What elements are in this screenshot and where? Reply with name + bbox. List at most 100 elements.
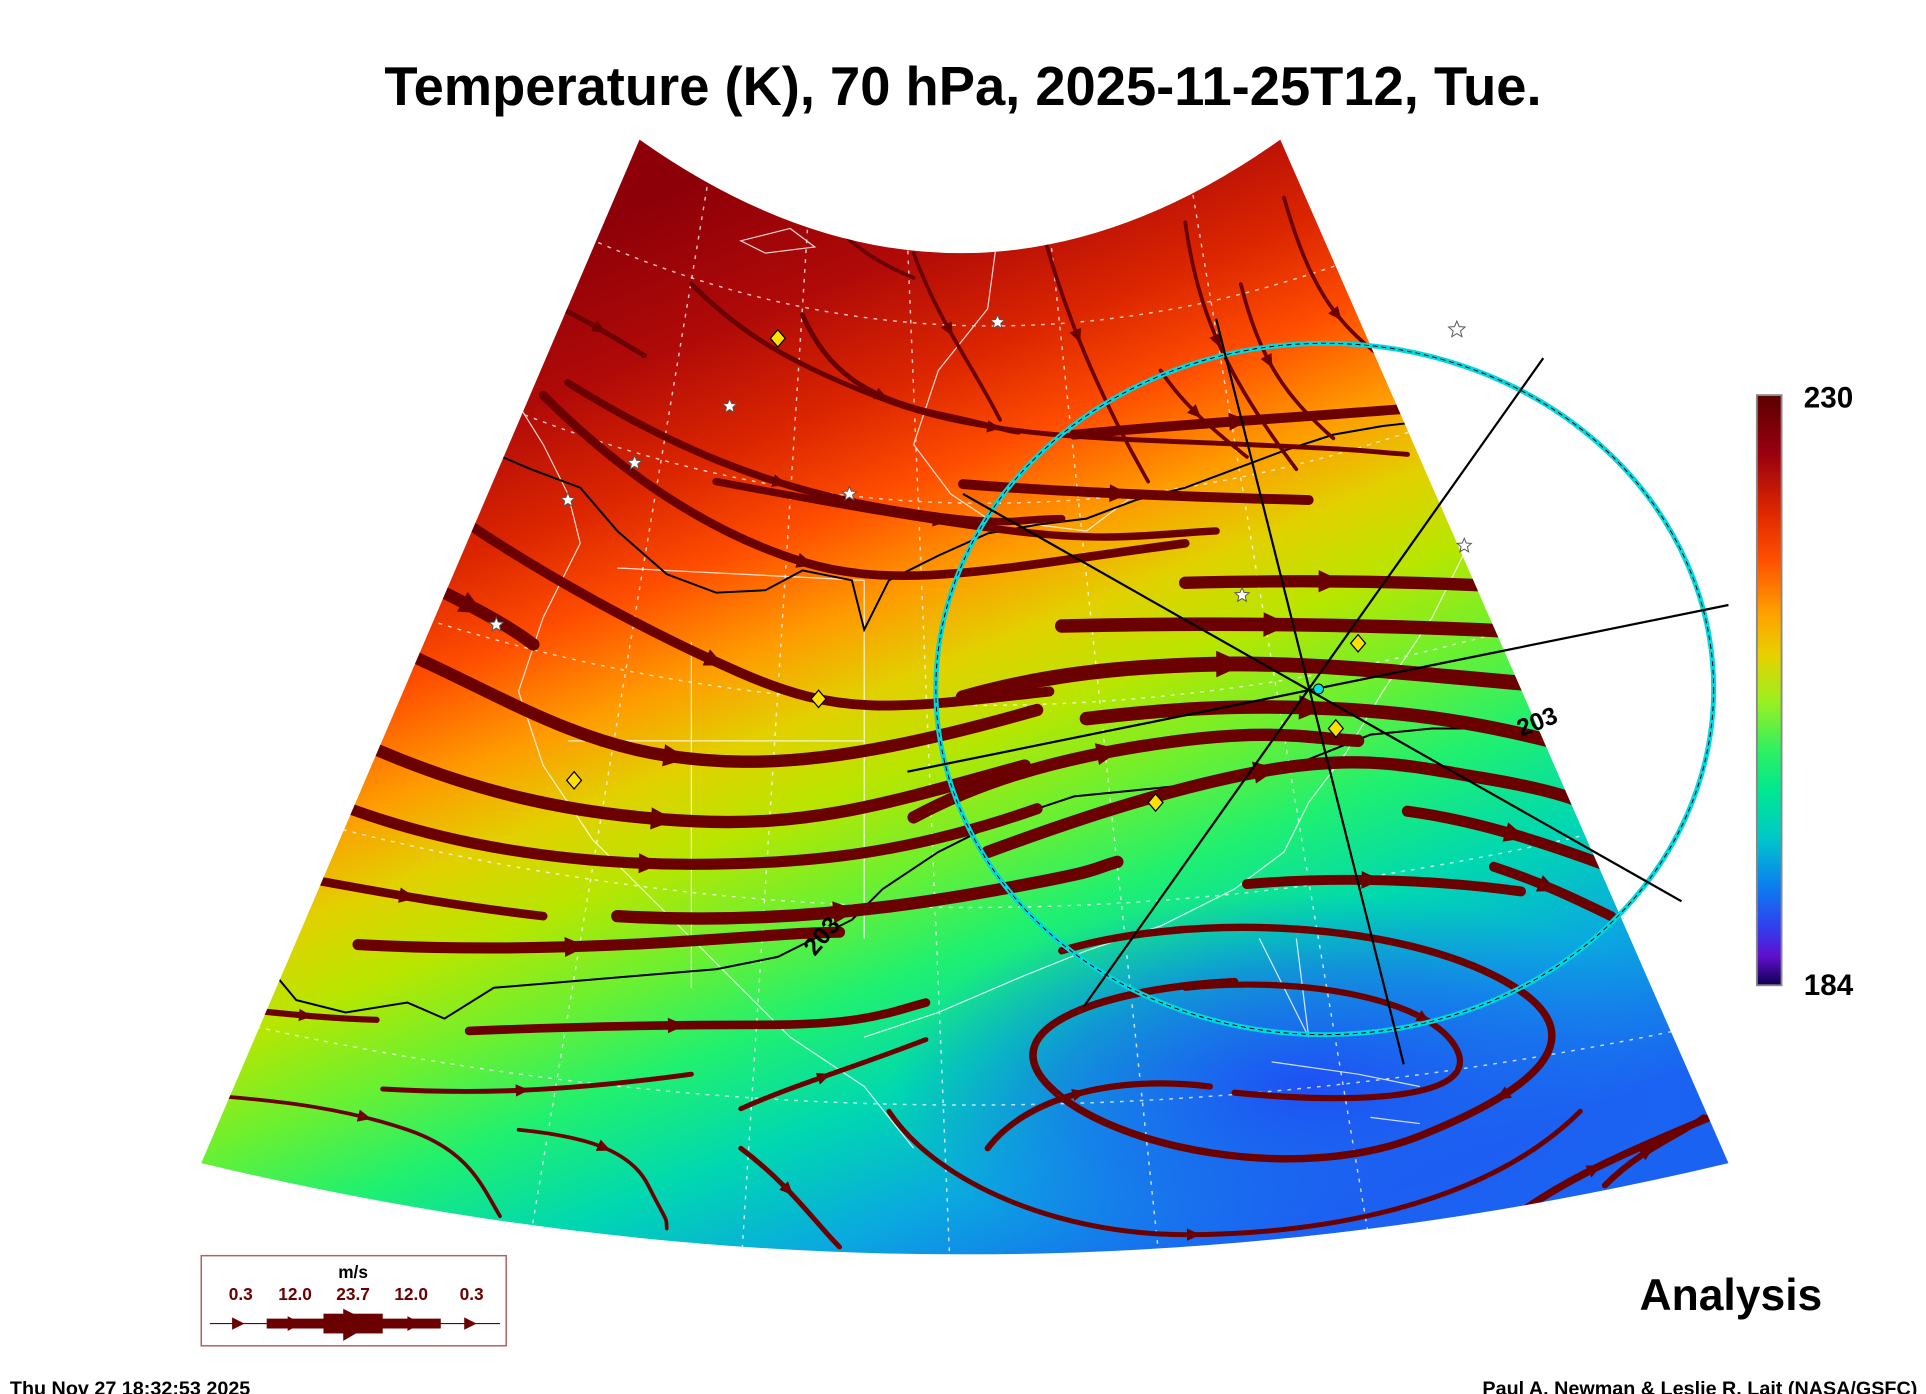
colorbar-min-label: 184 (1804, 969, 1854, 1002)
streamline (364, 740, 1031, 829)
product-label: Analysis (1639, 1271, 1822, 1320)
streamline (1182, 981, 1463, 1102)
streamline (907, 728, 1365, 824)
streamline-arrowhead (795, 552, 814, 568)
streamline-arrowhead (702, 649, 725, 666)
star-marker-icon (1447, 319, 1467, 338)
streamline-arrowhead (779, 1181, 794, 1196)
diamond-marker-icon (1147, 792, 1164, 813)
streamline (1488, 861, 1617, 922)
streamline-arrowhead (832, 901, 858, 924)
streamline-arrowhead (591, 320, 606, 333)
streamline (1029, 923, 1556, 1163)
streamline (564, 379, 1066, 526)
streamline-arrowhead (815, 1072, 831, 1085)
streamline (559, 306, 647, 359)
legend-value: 23.7 (336, 1284, 370, 1304)
streamline-arrowhead (827, 216, 841, 232)
diamond-marker-icon (1349, 633, 1367, 653)
streamline-arrowhead (457, 591, 484, 614)
star-marker-icon (1233, 586, 1251, 603)
star-marker-icon (488, 616, 505, 632)
streamline-arrowhead (1252, 761, 1279, 784)
star-marker-icon (841, 485, 858, 502)
streamline-arrowhead (298, 1008, 313, 1022)
streamline-arrowhead (1187, 404, 1202, 419)
streamline (464, 519, 1055, 711)
diamond-marker-icon (1327, 718, 1345, 739)
streamline-arrowhead (1298, 695, 1326, 720)
streamline-arrowhead (1209, 332, 1221, 348)
streamline (1601, 1114, 1707, 1189)
streamline-arrowhead (1328, 305, 1342, 321)
streamline (464, 998, 931, 1036)
streamline (611, 855, 1124, 925)
streamline (981, 756, 1618, 859)
streamline (352, 926, 846, 954)
streamline (1158, 368, 1249, 459)
colorbar-scale (1755, 394, 1783, 987)
colorbar: 230 184 (1755, 381, 1854, 1002)
streamline-arrowhead (564, 936, 587, 957)
streamline-arrowhead (1260, 353, 1273, 368)
streamline-arrowhead (1186, 1228, 1201, 1241)
footer-timestamp: Thu Nov 27 18:32:53 2025 (10, 1378, 250, 1394)
streamline-arrowhead (1495, 1086, 1512, 1100)
star-marker-icon (626, 454, 643, 471)
diamond-marker-icon (769, 328, 787, 348)
star-marker-icon (989, 313, 1006, 330)
streamline-arrowhead (1535, 875, 1558, 892)
map-panel (201, 139, 1729, 1255)
diamond-marker-icon (810, 689, 827, 709)
streamline-arrowhead (650, 807, 676, 830)
streamline-arrowhead (595, 1139, 611, 1151)
streamline-arrowhead (662, 744, 688, 767)
diamond-marker-icon (565, 770, 583, 790)
colorbar-max-label: 230 (1804, 381, 1853, 414)
streamline-arrowhead (1263, 612, 1291, 637)
streamline-arrowhead (638, 853, 661, 874)
star-marker-icon (721, 397, 738, 414)
legend-value: 0.3 (229, 1284, 253, 1304)
streamline-arrowhead (1069, 327, 1082, 343)
streamline-arrowhead (398, 887, 417, 903)
legend-value: 12.0 (394, 1284, 428, 1304)
streamline (712, 477, 1220, 541)
streamline (800, 312, 1022, 435)
footer-credit: Paul A. Newman & Leslie R. Lait (NASA/GS… (1482, 1378, 1917, 1394)
streamline-arrowhead (873, 387, 889, 400)
streamline (1242, 874, 1526, 897)
streamline (327, 797, 1043, 870)
legend-value: 12.0 (278, 1284, 312, 1304)
streamline-arrowhead (1071, 1089, 1086, 1101)
legend-value: 0.3 (460, 1284, 484, 1304)
streamline-arrowhead (667, 1017, 686, 1034)
legend-units: m/s (338, 1262, 368, 1282)
streamline-arrowhead (1216, 650, 1246, 678)
streamline-arrowhead (932, 513, 948, 527)
streamline-arrowhead (940, 321, 953, 337)
streamline (516, 1127, 669, 1231)
streamline-arrowhead (1585, 1164, 1602, 1178)
streamline-arrowhead (1318, 570, 1344, 593)
streamline-arrowhead (515, 1084, 530, 1097)
streamline (1079, 700, 1590, 757)
streamline-arrowhead (1109, 484, 1130, 502)
streamline (1035, 208, 1151, 484)
streamline-arrowhead (770, 474, 787, 487)
vortex-edge-ring (907, 318, 1729, 1065)
star-marker-icon (1455, 537, 1473, 553)
streamline (291, 872, 548, 921)
wind-streamlines (220, 152, 1714, 1250)
streamline (738, 1145, 843, 1250)
streamline (886, 1108, 1583, 1238)
streamline (220, 1094, 502, 1219)
streamline-arrowhead (1502, 822, 1527, 842)
streamline (1238, 282, 1336, 441)
streamline (1054, 617, 1544, 639)
streamline-arrowhead (1415, 1010, 1431, 1023)
streamline-arrowhead (1094, 743, 1122, 766)
streamline-arrowhead (1361, 871, 1382, 889)
station-markers (488, 313, 1473, 813)
